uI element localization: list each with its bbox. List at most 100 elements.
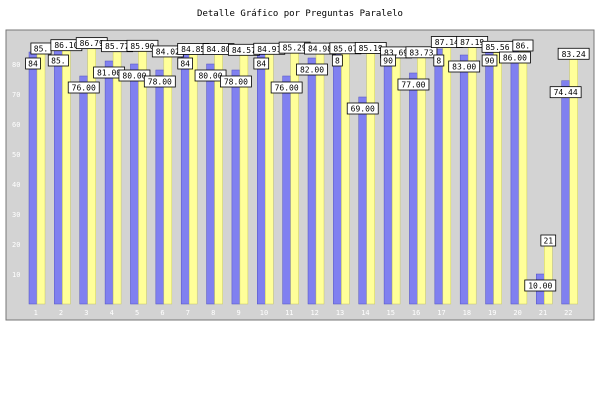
data-label-series-2-text: 84.57	[232, 46, 256, 55]
data-label-series-1: 90	[481, 54, 498, 67]
data-label-series-1-box	[397, 78, 430, 91]
y-axis-ticks: 10 20 30 40 50 60 70 80	[12, 61, 20, 279]
x-tick-label: 14	[361, 309, 369, 317]
data-label-series-1-box	[67, 81, 100, 94]
bar-series-1	[282, 75, 291, 305]
x-tick-label: 10	[260, 309, 268, 317]
data-label-series-2-box	[405, 46, 438, 59]
data-label-series-2-text: 84.80	[206, 45, 230, 54]
data-label-series-2-text: 21	[543, 237, 553, 246]
x-tick-label: 12	[310, 309, 318, 317]
data-label-series-1-text: 69.00	[351, 105, 375, 114]
x-tick-label: 21	[539, 309, 547, 317]
bar-series-1	[54, 48, 63, 305]
data-label-series-1-text: 86.00	[503, 54, 527, 63]
data-label-series-1: 76.00	[67, 81, 100, 94]
x-tick-label: 1	[34, 309, 38, 317]
x-tick-label: 15	[387, 309, 395, 317]
x-axis-ticks: 1 2 3 4 5 6 7 8 9 10 11 12 13 14 15 16 17 18 19 20 21 22	[34, 309, 573, 317]
data-label-series-2-text: 86.79	[80, 39, 104, 48]
y-tick-label: 40	[12, 181, 20, 189]
data-label-series-1-box	[220, 75, 252, 88]
data-label-series-1-box	[499, 51, 531, 64]
data-label-series-1-text: 80.00	[122, 72, 146, 81]
data-label-series-2-text: 84.91	[257, 45, 281, 54]
data-label-series-2: 85.56	[481, 40, 514, 53]
data-label-series-2-text: 84.85	[181, 45, 205, 54]
data-label-series-1-box	[25, 57, 41, 70]
data-label-series-1-text: 82.00	[300, 66, 324, 75]
y-tick-label: 20	[12, 241, 20, 249]
x-tick-label: 9	[236, 309, 240, 317]
bar-series-2	[36, 48, 46, 305]
data-label-series-1: 76.00	[270, 81, 303, 94]
y-tick-label: 60	[12, 121, 20, 129]
y-tick-label: 80	[12, 61, 20, 69]
bar-series-2	[417, 52, 426, 305]
data-label-series-1: 90	[380, 54, 396, 67]
data-label-series-1-text: 90	[485, 57, 495, 66]
bar-series-2	[341, 48, 350, 305]
y-tick-label: 70	[12, 91, 20, 99]
bar-series-2	[518, 45, 528, 305]
bar-series-2	[366, 48, 375, 305]
bar-series-1	[358, 96, 367, 305]
bar-series-1	[459, 54, 469, 305]
data-label-series-2: 85.	[30, 42, 52, 55]
data-label-series-1: 78.00	[143, 75, 176, 88]
data-label-series-2-text: 85.07	[333, 44, 357, 53]
bar-series-1	[130, 63, 139, 305]
data-label-series-1-text: 84	[256, 60, 266, 69]
x-tick-label: 6	[160, 309, 164, 317]
data-label-series-1: 84	[25, 57, 41, 70]
data-label-series-2-text: 87.19	[460, 38, 484, 47]
x-tick-label: 19	[488, 309, 496, 317]
bar-series-1	[28, 51, 38, 305]
data-label-series-1: 74.44	[549, 86, 582, 99]
bar-series-2	[544, 240, 553, 305]
data-label-series-2-text: 85.90	[130, 42, 154, 51]
data-label-series-1-box	[433, 54, 445, 67]
data-label-series-1-text: 78.00	[224, 78, 248, 87]
data-label-series-1: 84	[177, 57, 193, 70]
data-label-series-1: 84	[253, 57, 270, 70]
data-label-series-1-box	[47, 54, 69, 67]
bar-series-1	[307, 57, 317, 305]
data-label-series-1-box	[270, 81, 303, 94]
data-label-series-1-text: 77.00	[401, 81, 425, 90]
x-tick-label: 4	[110, 309, 114, 317]
bar-series-1	[180, 51, 190, 305]
data-label-series-1-box	[549, 86, 582, 99]
bar-series-2	[442, 42, 452, 305]
y-tick-label: 10	[12, 271, 20, 279]
bar-series-1	[333, 48, 342, 305]
data-label-series-2-box	[540, 234, 557, 247]
data-label-series-1-box	[118, 69, 151, 82]
bar-series-1	[409, 72, 418, 305]
data-label-series-1-text: 90	[383, 57, 393, 66]
bar-series-2	[315, 48, 325, 305]
data-label-series-2-box	[512, 39, 534, 52]
data-label-series-1: 10.00	[524, 279, 557, 292]
data-label-series-2: 83.24	[557, 47, 590, 60]
x-tick-label: 22	[564, 309, 572, 317]
data-label-series-1-text: 84	[180, 60, 190, 69]
data-label-series-1-text: 85.	[51, 57, 65, 66]
data-label-series-1-text: 78.00	[148, 78, 172, 87]
data-label-series-2-text: 86.10	[54, 41, 78, 50]
bar-series-1	[79, 75, 88, 305]
data-label-series-2-text: 83.24	[562, 50, 586, 59]
data-label-series-1-box	[331, 54, 343, 67]
bar-series-2	[163, 51, 173, 305]
data-label-series-2-text: 85.19	[359, 44, 383, 53]
x-tick-label: 13	[336, 309, 344, 317]
x-tick-label: 17	[437, 309, 445, 317]
data-label-series-2: 83.73	[405, 46, 438, 59]
bar-series-1	[485, 48, 494, 305]
data-label-series-1-box	[346, 102, 379, 115]
data-label-series-1-box	[177, 57, 193, 70]
data-label-series-1-text: 76.00	[72, 84, 96, 93]
data-label-series-1-box	[143, 75, 176, 88]
bar-series-1	[510, 45, 520, 305]
bar-series-1	[155, 69, 165, 305]
